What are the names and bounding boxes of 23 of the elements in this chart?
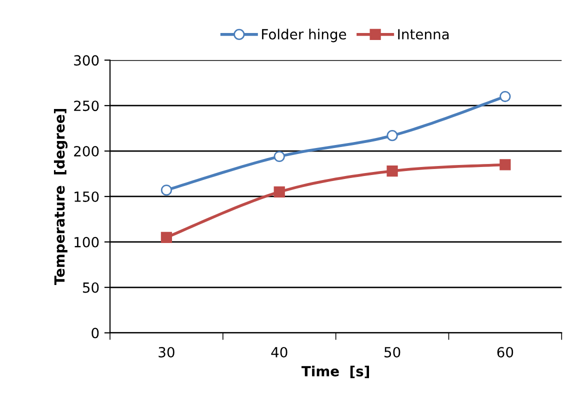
point [386, 165, 398, 177]
x-tick-label: 30 [158, 346, 174, 358]
point [386, 130, 398, 142]
y-tick-label: 200 [74, 146, 99, 157]
point [160, 184, 172, 196]
x-tick-label: 60 [497, 346, 514, 358]
y-tick-label: 50 [82, 282, 99, 293]
x-tick-label: 40 [271, 346, 288, 358]
point [274, 150, 285, 162]
legend-label: Intenna [398, 29, 449, 40]
point [274, 186, 285, 198]
y-tick-label: 150 [74, 191, 99, 202]
point [500, 90, 511, 102]
y-tick-label: 250 [74, 100, 99, 112]
point [160, 232, 172, 243]
y-tick-label: 300 [74, 55, 99, 66]
y-tick-label: 100 [74, 236, 99, 248]
y-tick-label: 0 [92, 328, 99, 338]
legend-label: Folder hinge [262, 28, 346, 42]
y-axis-title: Temperature [degree] [54, 109, 68, 286]
x-tick-label: 50 [384, 346, 400, 358]
x-axis-title: Time [s] [302, 366, 370, 378]
point [500, 159, 511, 170]
